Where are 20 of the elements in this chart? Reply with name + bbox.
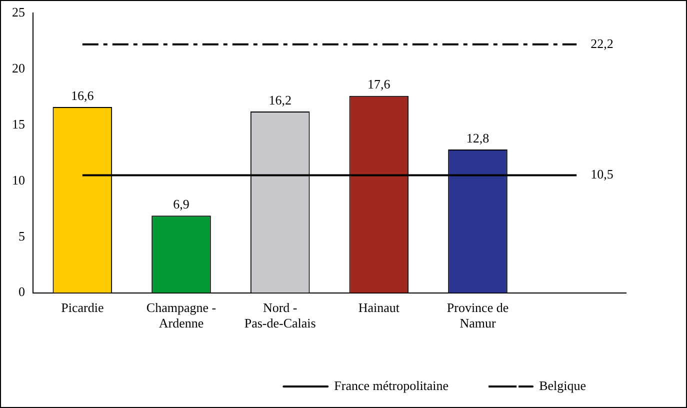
data-label: 10,5 (590, 166, 614, 182)
x-tick-label: Champagne - Ardenne (146, 300, 216, 331)
data-label: 17,6 (368, 76, 391, 92)
data-label: 22,2 (590, 36, 614, 51)
y-tick-label: 0 (18, 284, 25, 300)
y-tick-label: 5 (18, 228, 25, 244)
y-tick-label: 10 (12, 172, 25, 188)
y-tick-label: 25 (12, 4, 25, 20)
data-label: 6,9 (173, 196, 190, 212)
x-tick-label: Nord - Pas-de-Calais (244, 300, 316, 331)
data-label: 16,2 (268, 92, 292, 108)
data-label: 16,6 (71, 88, 94, 103)
x-tick-label: Picardie (61, 300, 104, 316)
y-tick-label: 15 (12, 116, 25, 132)
legend-label: France métropolitaine (334, 378, 449, 393)
y-tick-label: 20 (12, 60, 25, 76)
x-tick-label: Province de Namur (446, 300, 509, 331)
legend-label: Belgique (539, 378, 586, 393)
data-label: 12,8 (466, 130, 490, 146)
x-tick-label: Hainaut (358, 300, 400, 316)
